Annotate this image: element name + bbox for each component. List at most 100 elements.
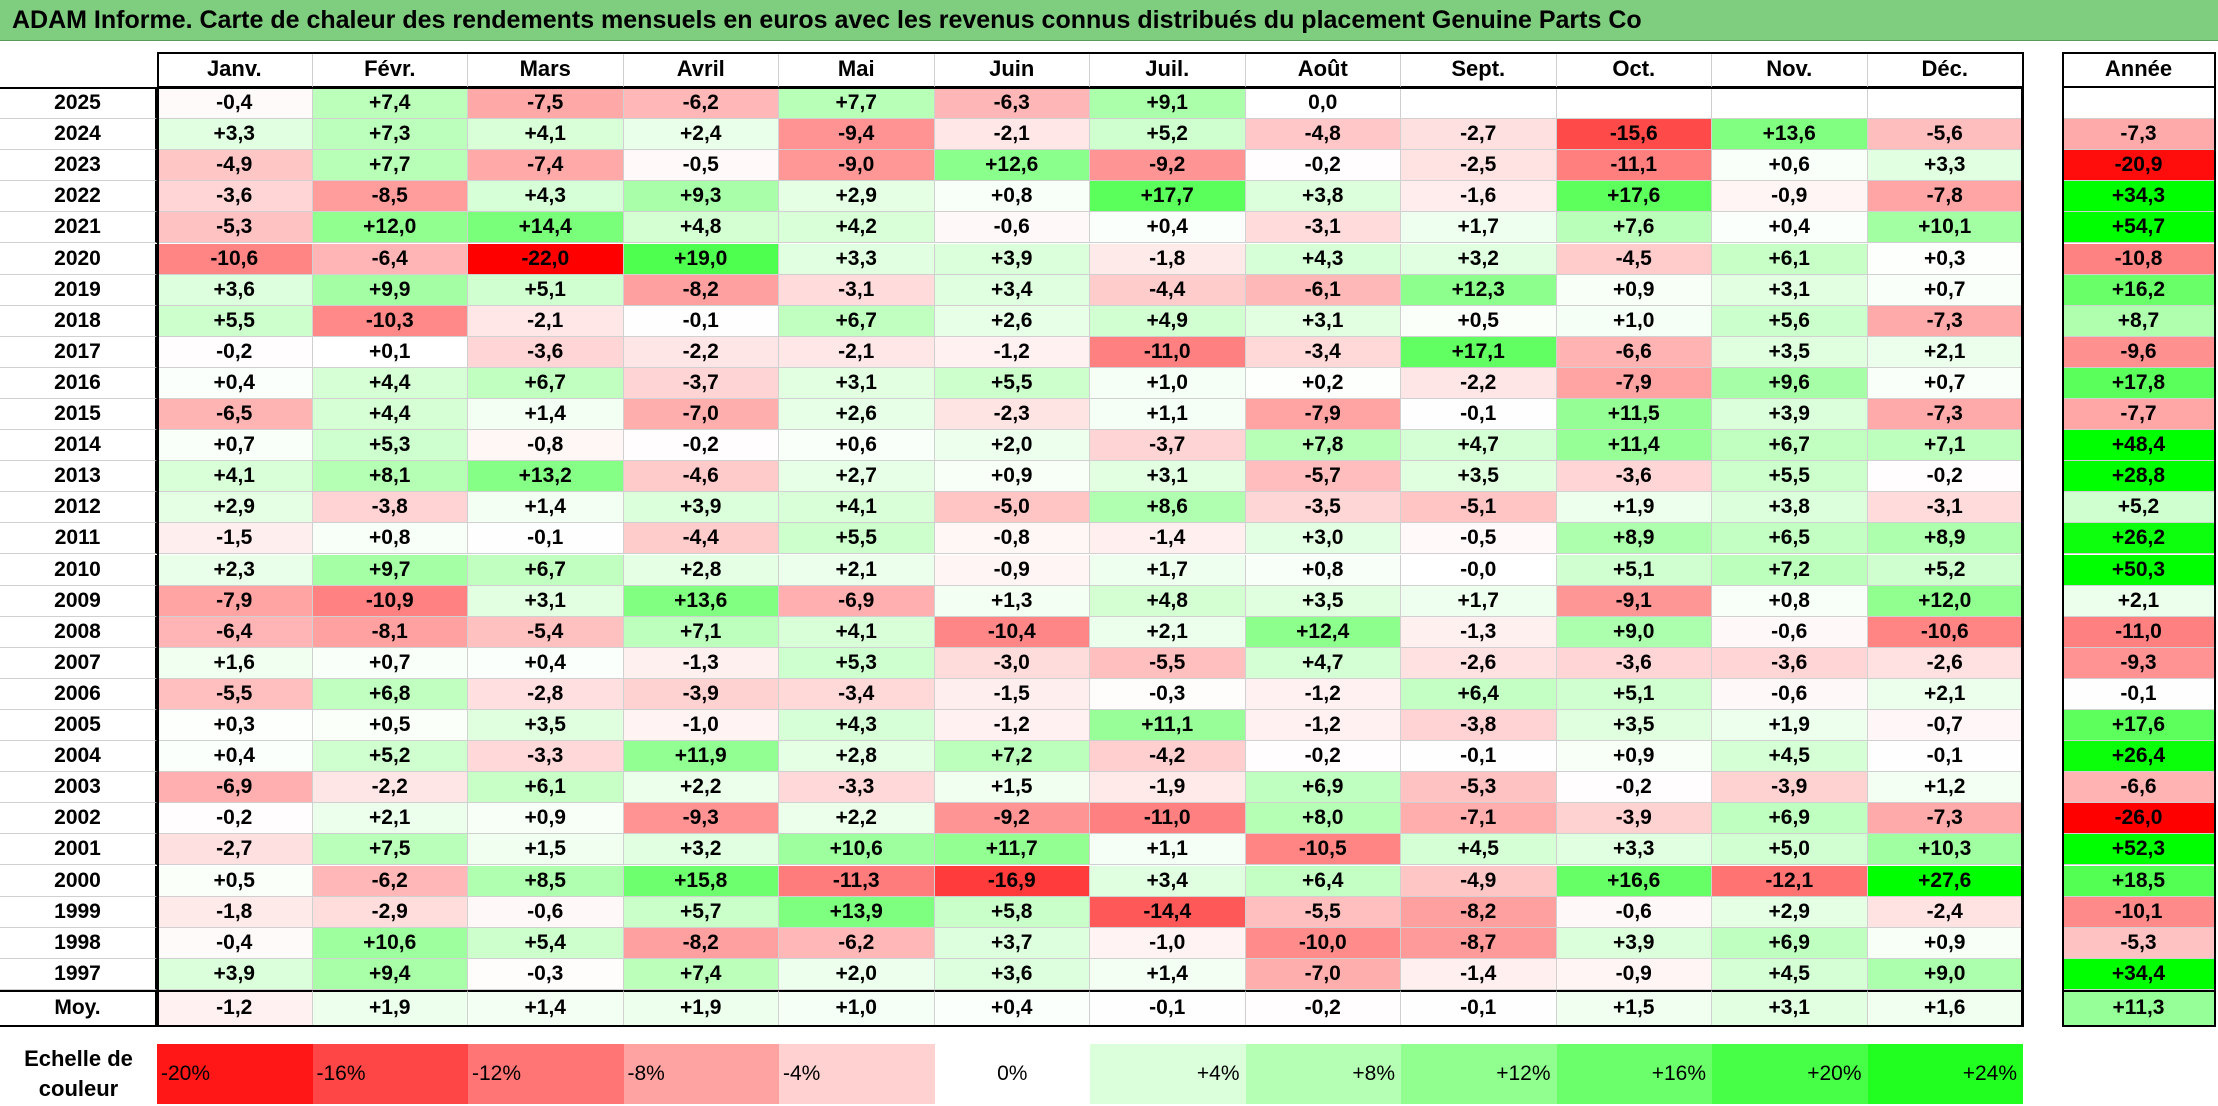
heatmap-cell: +2,8	[623, 554, 779, 586]
heatmap-cell: +0,9	[934, 461, 1090, 493]
year-total-cell: -26,0	[2062, 803, 2216, 835]
heatmap-cell: +0,7	[1867, 367, 2023, 399]
heatmap-cell: +9,3	[623, 181, 779, 213]
heatmap-cell: +0,8	[1712, 585, 1868, 617]
year-total-cell: +26,4	[2062, 741, 2216, 773]
average-cell: +1,9	[623, 989, 779, 1026]
year-total-cell: +17,6	[2062, 710, 2216, 742]
row-label: 2001	[0, 834, 157, 866]
heatmap-cell: 0,0	[1245, 88, 1401, 120]
heatmap-cell: +5,1	[1556, 678, 1712, 710]
heatmap-cell: +0,5	[157, 865, 313, 897]
heatmap-cell: -0,8	[934, 523, 1090, 555]
heatmap-cell: +17,6	[1556, 181, 1712, 213]
heatmap-cell: -10,3	[312, 305, 468, 337]
color-scale-step: -12%	[468, 1044, 624, 1104]
heatmap-cell: -3,5	[1245, 492, 1401, 524]
row-label: 2024	[0, 119, 157, 151]
heatmap-cell: -6,4	[312, 243, 468, 275]
heatmap-cell: -2,2	[312, 772, 468, 804]
heatmap-cell: +11,7	[934, 834, 1090, 866]
heatmap-cell: +1,7	[1090, 554, 1246, 586]
heatmap-cell: +3,3	[157, 119, 313, 151]
heatmap-cell: -6,4	[157, 616, 313, 648]
heatmap-cell: +6,5	[1712, 523, 1868, 555]
heatmap-cell: -6,2	[312, 865, 468, 897]
heatmap-cell: +4,3	[468, 181, 624, 213]
heatmap-cell: -3,1	[779, 274, 935, 306]
heatmap-cell: +0,5	[312, 710, 468, 742]
color-scale-step: +16%	[1556, 1044, 1712, 1104]
heatmap-cell: +5,1	[468, 274, 624, 306]
heatmap-cell: -5,5	[157, 678, 313, 710]
heatmap-cell: +0,9	[1867, 927, 2023, 959]
heatmap-cell: +6,1	[468, 772, 624, 804]
heatmap-cell: -1,2	[934, 336, 1090, 368]
heatmap-cell: -22,0	[468, 243, 624, 275]
heatmap-cell: +4,4	[312, 367, 468, 399]
heatmap-cell: +0,8	[934, 181, 1090, 213]
heatmap-cell: +2,9	[779, 181, 935, 213]
heatmap-cell: +7,2	[934, 741, 1090, 773]
heatmap-cell: +3,3	[779, 243, 935, 275]
heatmap-cell: +4,8	[623, 212, 779, 244]
heatmap-cell: -7,3	[1867, 803, 2023, 835]
heatmap-cell: -0,3	[1090, 678, 1246, 710]
page-title: ADAM Informe. Carte de chaleur des rende…	[0, 0, 2218, 41]
heatmap-cell: +2,0	[779, 958, 935, 990]
heatmap-cell: -4,9	[157, 150, 313, 182]
heatmap-cell: +0,1	[312, 336, 468, 368]
heatmap-cell: -5,3	[1401, 772, 1557, 804]
heatmap-cell: -7,9	[157, 585, 313, 617]
year-total-cell	[2062, 88, 2216, 120]
heatmap-cell: -2,6	[1867, 647, 2023, 679]
heatmap-cell: -7,3	[1867, 399, 2023, 431]
year-total-cell: +28,8	[2062, 461, 2216, 493]
heatmap-cell: -3,9	[623, 678, 779, 710]
average-cell: +1,9	[312, 989, 468, 1026]
heatmap-cell: +19,0	[623, 243, 779, 275]
heatmap-cell: +8,5	[468, 865, 624, 897]
heatmap-cell: +5,5	[934, 367, 1090, 399]
heatmap-cell: -4,4	[623, 523, 779, 555]
year-total-cell: +8,7	[2062, 305, 2216, 337]
heatmap-cell: +10,6	[779, 834, 935, 866]
heatmap-cell: +7,4	[312, 88, 468, 120]
heatmap-cell: +3,9	[623, 492, 779, 524]
heatmap-cell: -1,0	[1090, 927, 1246, 959]
year-total-cell: +2,1	[2062, 585, 2216, 617]
heatmap-cell: +3,8	[1712, 492, 1868, 524]
heatmap-cell: -0,2	[157, 336, 313, 368]
heatmap-cell: +1,9	[1712, 710, 1868, 742]
color-scale-step: -20%	[157, 1044, 313, 1104]
heatmap-cell: -8,1	[312, 616, 468, 648]
heatmap-cell: +12,0	[312, 212, 468, 244]
heatmap-cell: -5,0	[934, 492, 1090, 524]
heatmap-cell: -3,7	[623, 367, 779, 399]
heatmap-cell: +4,3	[1245, 243, 1401, 275]
heatmap-cell: -0,2	[157, 803, 313, 835]
heatmap-cell: +3,9	[1556, 927, 1712, 959]
heatmap-cell: -3,1	[1245, 212, 1401, 244]
color-scale-step: -16%	[312, 1044, 468, 1104]
heatmap-cell: +9,1	[1090, 88, 1246, 120]
year-total-cell: -6,6	[2062, 772, 2216, 804]
row-label: 2023	[0, 150, 157, 182]
heatmap-cell: +0,4	[1712, 212, 1868, 244]
heatmap-cell	[1556, 88, 1712, 120]
row-label: 2006	[0, 678, 157, 710]
year-total-cell: -9,6	[2062, 336, 2216, 368]
row-label: 1999	[0, 896, 157, 928]
heatmap-cell: -0,6	[1556, 896, 1712, 928]
heatmap-cell: +3,9	[934, 243, 1090, 275]
row-label: 2018	[0, 305, 157, 337]
heatmap-cell: -2,1	[779, 336, 935, 368]
column-header: Nov.	[1712, 52, 1868, 88]
heatmap-cell: -3,9	[1712, 772, 1868, 804]
row-label: 2025	[0, 88, 157, 120]
heatmap-cell: -0,4	[157, 927, 313, 959]
heatmap-cell: -10,0	[1245, 927, 1401, 959]
heatmap-cell: +3,1	[1245, 305, 1401, 337]
heatmap-cell: -14,4	[1090, 896, 1246, 928]
heatmap-cell: +1,5	[934, 772, 1090, 804]
